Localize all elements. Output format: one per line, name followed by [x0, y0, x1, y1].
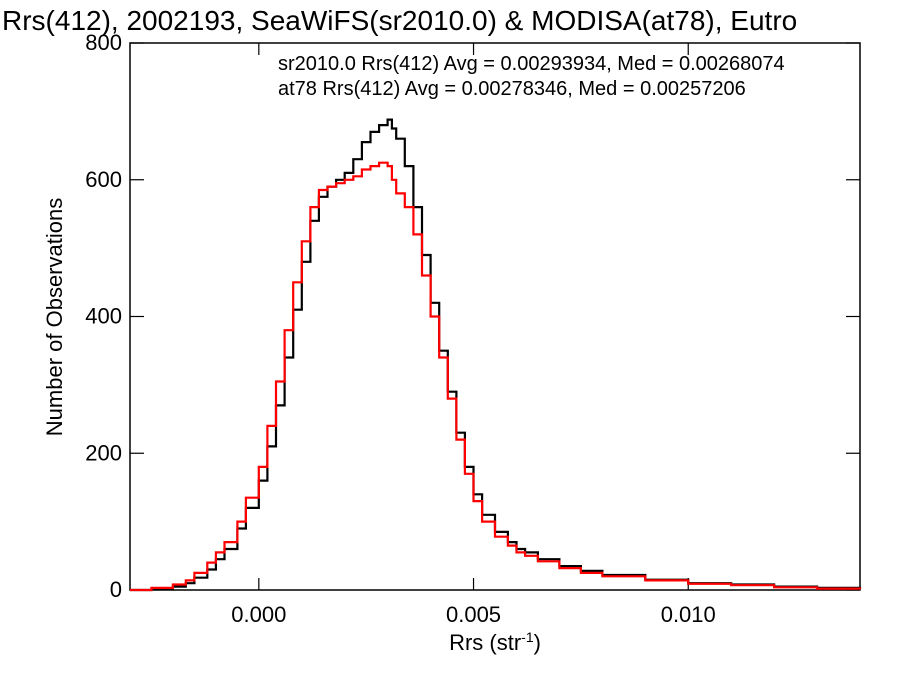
series-layer [130, 118, 862, 592]
legend-series-1: sr2010.0 Rrs(412) Avg = 0.00293934, Med … [278, 53, 785, 75]
plot-frame [129, 42, 861, 591]
x-axis-label: Rrs (str-1) [449, 629, 541, 655]
legend-series-2: at78 Rrs(412) Avg = 0.00278346, Med = 0.… [278, 78, 746, 100]
y-tick-label: 600 [85, 167, 122, 192]
y-tick-label: 0 [110, 577, 122, 602]
legend: sr2010.0 Rrs(412) Avg = 0.00293934, Med … [278, 53, 785, 100]
series-line-1 [130, 118, 862, 592]
y-tick-label: 400 [85, 304, 122, 329]
x-axis-label-sup: -1 [521, 629, 534, 645]
series-line-2 [130, 161, 862, 592]
x-axis-label-close: ) [534, 630, 541, 655]
x-tick-label: 0.010 [661, 602, 716, 627]
x-tick-label: 0.005 [446, 602, 501, 627]
y-tick-label: 800 [85, 30, 122, 55]
chart-title: Rrs(412), 2002193, SeaWiFS(sr2010.0) & M… [2, 5, 797, 36]
y-tick-label: 200 [85, 440, 122, 465]
x-axis-label-main: Rrs (str [449, 630, 521, 655]
x-tick-label: 0.000 [231, 602, 286, 627]
plot-border [129, 42, 861, 591]
y-axis-label: Number of Observations [42, 198, 67, 436]
axis-ticks: 0.000 0.005 0.010 0 200 400 600 800 [85, 30, 860, 627]
